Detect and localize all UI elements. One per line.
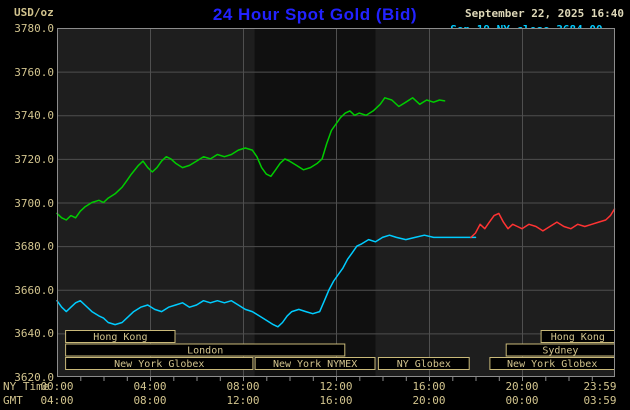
plot-area: Hong Kong Hong Kong London Sydney New York G… — [56, 28, 616, 381]
session-label: New York Globex — [507, 359, 597, 370]
x-tick-gmt: 03:59 — [583, 394, 617, 407]
x-tick-ny: 08:00 — [226, 380, 260, 393]
gmt-caption: GMT — [3, 394, 23, 407]
x-tick-gmt: 20:00 — [412, 394, 446, 407]
session-label: Sydney — [542, 346, 578, 357]
session-label: London — [187, 346, 223, 357]
session-box — [65, 357, 254, 370]
y-tick-label: 3700.0 — [14, 196, 54, 210]
session-label: New York Globex — [114, 359, 204, 370]
session-box — [254, 357, 376, 370]
y-tick-label: 3620.0 — [14, 371, 54, 384]
session-box — [65, 343, 346, 357]
plot-border — [57, 28, 615, 377]
session-label: New York NYMEX — [273, 359, 357, 370]
x-tick-ny: 20:00 — [505, 380, 539, 393]
y-tick-label: 3760.0 — [14, 65, 54, 79]
x-tick-gmt: 00:00 — [505, 394, 539, 407]
price-line-sep22-last — [56, 97, 446, 221]
price-line-sep19-close — [56, 234, 477, 328]
y-tick-label: 3720.0 — [14, 152, 54, 166]
x-tick-gmt: 16:00 — [319, 394, 353, 407]
x-tick-gmt: 04:00 — [40, 394, 74, 407]
x-tick-gmt: 08:00 — [133, 394, 167, 407]
x-tick-ny: 23:59 — [583, 380, 617, 393]
y-tick-label: 3660.0 — [14, 283, 54, 297]
session-box — [377, 357, 470, 370]
y-tick-label: 3740.0 — [14, 109, 54, 123]
x-tick-gmt: 12:00 — [226, 394, 260, 407]
price-line-sep21-sunday — [470, 208, 616, 239]
x-tick-ny: 00:00 — [40, 380, 74, 393]
x-tick-ny: 12:00 — [319, 380, 353, 393]
ny-time-caption: NY Time — [3, 380, 50, 393]
y-tick-label: 3640.0 — [14, 327, 54, 341]
chart-datetime: September 22, 2025 16:40 — [465, 7, 624, 20]
session-label: Hong Kong — [93, 332, 147, 343]
chart-title: 24 Hour Spot Gold (Bid) — [212, 5, 418, 24]
y-tick-label: 3780.0 — [14, 22, 54, 35]
session-box — [65, 330, 176, 343]
x-tick-ny: 04:00 — [133, 380, 167, 393]
y-tick-label: 3680.0 — [14, 240, 54, 254]
session-label: NY Globex — [397, 359, 451, 370]
y-axis-units-label: USD/oz — [14, 6, 54, 19]
session-label: Hong Kong — [551, 332, 605, 343]
x-tick-ny: 16:00 — [412, 380, 446, 393]
